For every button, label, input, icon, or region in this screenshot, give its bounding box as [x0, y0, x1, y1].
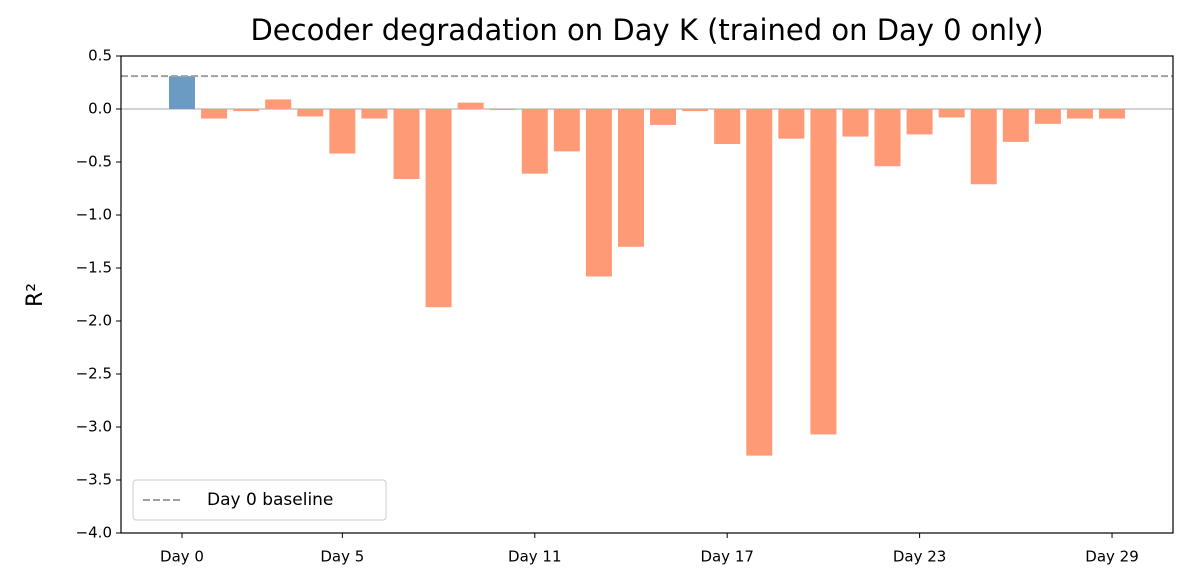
bar	[746, 109, 773, 456]
y-tick-label: −2.0	[76, 312, 112, 330]
y-tick-label: −1.0	[76, 206, 112, 224]
legend-box	[132, 479, 387, 521]
bar	[906, 109, 933, 135]
bar	[553, 109, 580, 152]
bar	[233, 109, 260, 112]
bar	[265, 99, 292, 109]
bar	[329, 109, 356, 154]
bar	[297, 109, 324, 117]
bar	[169, 76, 195, 109]
y-axis-label: R²	[23, 283, 48, 307]
bar	[1002, 109, 1029, 142]
bar	[682, 109, 709, 112]
bar	[617, 109, 644, 247]
bar	[425, 109, 452, 308]
bar	[1099, 109, 1126, 119]
x-tick-label: Day 0	[160, 548, 204, 566]
bar	[1034, 109, 1061, 124]
bar	[361, 109, 388, 119]
y-tick-label: −3.0	[76, 418, 112, 436]
x-tick-label: Day 11	[508, 548, 561, 566]
axes-frame	[120, 55, 1174, 534]
bar	[650, 109, 677, 125]
y-tick-label: −0.5	[76, 153, 112, 171]
y-tick-label: 0.0	[88, 100, 112, 118]
bar	[521, 109, 548, 174]
bar	[970, 109, 997, 185]
bar	[842, 109, 869, 137]
x-tick-label: Day 17	[700, 548, 753, 566]
y-tick-label: −1.5	[76, 259, 112, 277]
y-tick-label: −3.5	[76, 471, 112, 489]
x-tick-label: Day 5	[320, 548, 364, 566]
bar	[874, 109, 901, 167]
y-tick-label: −2.5	[76, 365, 112, 383]
bar	[585, 109, 612, 277]
bar	[778, 109, 805, 139]
bar	[714, 109, 741, 144]
bar	[810, 109, 837, 435]
bar	[201, 109, 228, 119]
chart-title: Decoder degradation on Day K (trained on…	[250, 13, 1043, 47]
y-tick-label: 0.5	[88, 47, 112, 65]
y-tick-label: −4.0	[76, 524, 112, 542]
bar	[489, 109, 516, 111]
x-tick-label: Day 23	[893, 548, 946, 566]
bar	[457, 102, 484, 109]
bar	[393, 109, 420, 179]
bar	[1066, 109, 1093, 119]
bar	[938, 109, 965, 118]
x-tick-label: Day 29	[1085, 548, 1138, 566]
legend-label: Day 0 baseline	[207, 490, 333, 510]
